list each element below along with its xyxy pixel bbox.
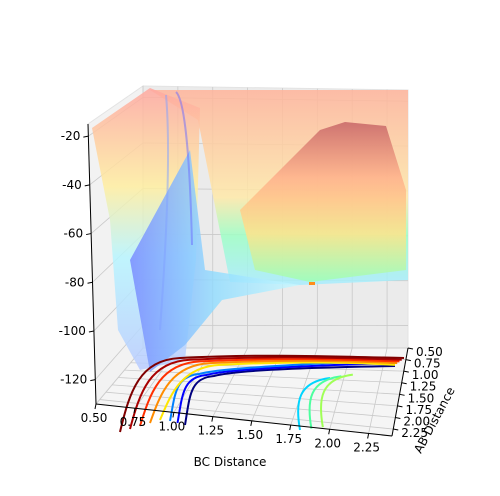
contour-line [119, 354, 405, 433]
trajectory-marker [309, 282, 315, 285]
x-tick-mark [328, 429, 331, 435]
x-axis-line [95, 403, 393, 437]
surface-ridge-line [175, 91, 193, 246]
x-tick-mark [289, 424, 292, 431]
y-tick-label: 0.75 [414, 357, 441, 371]
y-tick-label: 1.75 [405, 403, 432, 417]
z-tick-mark [87, 281, 93, 284]
y-axis-line [391, 347, 409, 437]
z-tick-mark [86, 233, 92, 236]
x-axis-label: BC Distance [194, 455, 267, 469]
y-tick-mark [407, 347, 414, 350]
x-tick-label: 1.25 [197, 424, 224, 438]
x-tick-label: 1.75 [275, 432, 302, 446]
z-tick-mark [83, 135, 89, 138]
contour-line [297, 377, 331, 431]
y-gridline [105, 391, 396, 418]
axis-spines [87, 123, 409, 437]
y-tick-mark [399, 393, 405, 396]
x-tick-mark [94, 403, 97, 410]
z-tick-label: -80 [65, 275, 85, 289]
contour-line [149, 359, 398, 424]
z-tick-label: -100 [59, 324, 86, 338]
contour-line [169, 359, 397, 422]
y-tick-mark [393, 428, 399, 431]
z-tick-label: -60 [64, 227, 84, 241]
y-tick-label: 0.50 [416, 345, 443, 359]
contour-line [319, 373, 353, 428]
x-tick-mark [250, 420, 253, 426]
x-tick-label: 1.00 [159, 419, 186, 433]
x-axis-ticks: 0.50 0.75 1.00 1.25 1.50 1.75 2.00 2.25 [81, 403, 380, 454]
contour-line [159, 361, 396, 421]
y-tick-label: 2.00 [403, 414, 430, 428]
x-tick-mark [367, 433, 370, 439]
z-tick-label: -120 [60, 373, 87, 387]
contour-line [129, 356, 402, 430]
y-tick-mark [395, 416, 401, 419]
z-tick-mark [88, 330, 95, 333]
surface-barrier-bump-region [240, 122, 406, 282]
y-gridline [124, 369, 402, 384]
y-tick-mark [405, 359, 411, 362]
x-tick-mark [133, 408, 136, 414]
surface-deep-well-region [130, 150, 300, 372]
y-tick-mark [403, 370, 409, 373]
energy-surface [92, 88, 408, 372]
x-tick-label: 1.50 [236, 428, 263, 442]
contour-line [139, 358, 400, 427]
z-tick-mark [84, 184, 90, 187]
y-axis-ticks: 0.500.751.001.251.501.752.002.25 [393, 345, 443, 440]
z-axis-ticks: -20 -40 -60 -80 -100 -120 [59, 129, 96, 387]
z-axis-line [87, 123, 97, 405]
z-tick-label: -40 [62, 178, 82, 192]
surface-ridge-line-2 [159, 94, 169, 331]
y-tick-label: 1.00 [412, 368, 439, 382]
z-tick-mark [90, 379, 96, 382]
x-tick-mark [172, 412, 175, 418]
y-gridline [112, 384, 398, 407]
contour-line [176, 362, 396, 424]
x-tick-mark [211, 416, 214, 422]
contour-projection [119, 354, 405, 433]
y-tick-label: 1.25 [410, 380, 437, 394]
y-tick-label: 2.25 [401, 426, 428, 440]
y-tick-mark [397, 405, 403, 408]
z-tick-label: -20 [61, 129, 81, 143]
contour-line [308, 375, 342, 429]
y-gridline [118, 377, 400, 395]
y-tick-mark [401, 382, 407, 385]
x-tick-label: 2.00 [314, 436, 341, 450]
contour-line [184, 365, 396, 426]
x-tick-label: 2.25 [353, 440, 380, 454]
y-tick-label: 1.50 [408, 391, 435, 405]
x-tick-label: 0.75 [120, 415, 147, 429]
x-tick-label: 0.50 [81, 411, 108, 425]
y-gridline [99, 399, 394, 430]
